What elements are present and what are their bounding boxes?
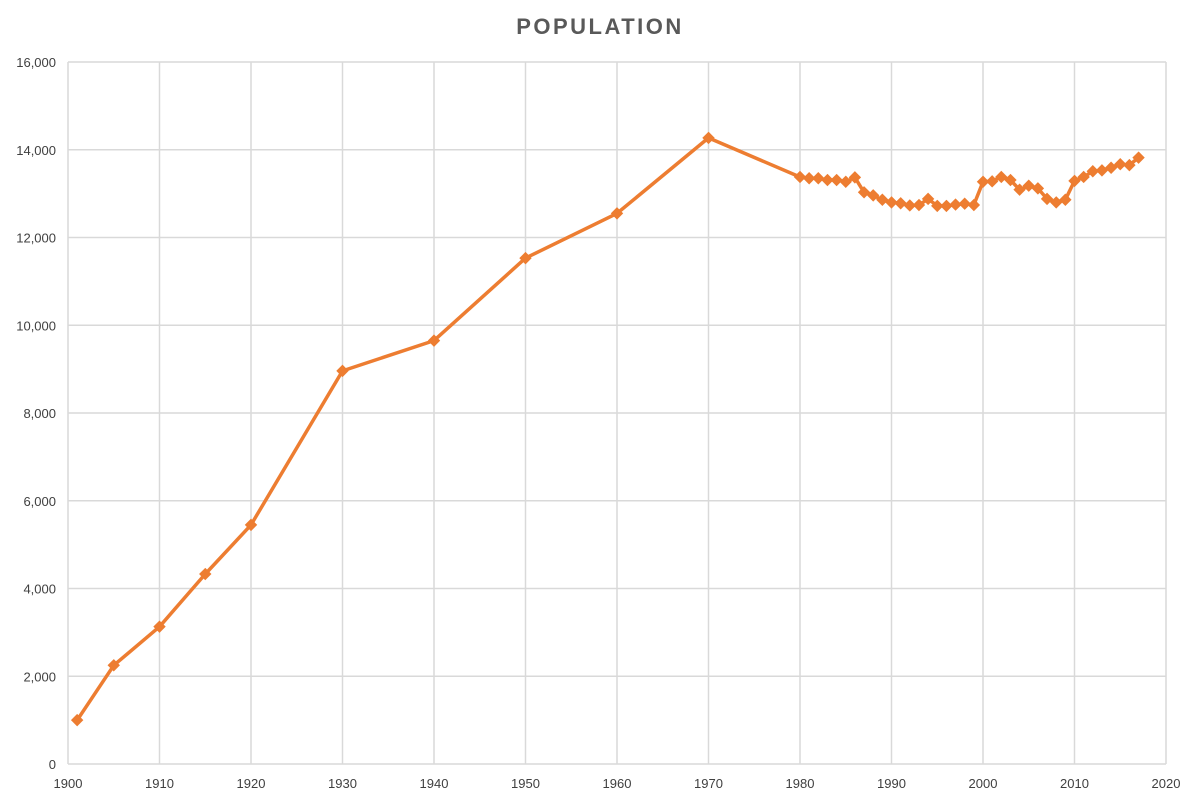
- data-point-marker: [1077, 170, 1090, 184]
- data-point-marker: [802, 172, 816, 185]
- data-point-marker: [866, 189, 880, 202]
- data-point-marker: [894, 197, 907, 210]
- data-point-marker: [876, 193, 889, 206]
- y-tick-label: 12,000: [16, 231, 56, 246]
- grid-lines: [67, 61, 1167, 765]
- data-point-marker: [812, 172, 825, 185]
- data-point-marker: [702, 131, 715, 145]
- data-point-marker: [519, 251, 532, 265]
- data-point-marker: [1123, 158, 1136, 172]
- y-tick-label: 14,000: [16, 143, 56, 158]
- data-point-marker: [931, 199, 944, 213]
- data-point-marker: [1104, 161, 1118, 174]
- chart-title: POPULATION: [516, 14, 684, 39]
- data-point-marker: [336, 364, 349, 378]
- y-axis-ticks: 0 2,000 4,000 6,000 8,000 10,000 12,000 14,000 1…: [16, 55, 56, 772]
- data-point-marker: [857, 186, 871, 199]
- series-line: [75, 136, 1141, 722]
- y-tick-label: 0: [49, 757, 56, 772]
- data-point-marker: [1013, 183, 1026, 196]
- data-point-marker: [1068, 174, 1081, 188]
- y-tick-label: 4,000: [23, 582, 56, 597]
- data-point-marker: [940, 199, 953, 213]
- data-point-marker: [995, 170, 1008, 184]
- data-point-marker: [1086, 165, 1100, 178]
- data-point-marker: [976, 175, 990, 188]
- data-point-marker: [1040, 192, 1054, 206]
- data-point-marker: [1022, 179, 1035, 192]
- data-point-marker: [1132, 151, 1145, 164]
- y-tick-label: 2,000: [23, 669, 56, 684]
- data-point-marker: [1059, 193, 1072, 206]
- data-point-marker: [885, 196, 898, 209]
- data-point-marker: [830, 173, 843, 187]
- x-tick-label: 1900: [54, 776, 83, 791]
- data-point-marker: [903, 199, 917, 212]
- x-tick-label: 1930: [328, 776, 357, 791]
- x-tick-label: 1920: [237, 776, 266, 791]
- x-tick-label: 2010: [1060, 776, 1089, 791]
- data-point-marker: [70, 713, 84, 727]
- data-point-marker: [427, 334, 441, 347]
- x-tick-label: 1910: [145, 776, 174, 791]
- y-tick-label: 16,000: [16, 55, 56, 70]
- data-point-marker: [1114, 158, 1127, 171]
- data-point-marker: [967, 198, 981, 212]
- x-tick-label: 1970: [694, 776, 723, 791]
- data-point-marker: [107, 659, 120, 672]
- data-point-marker: [1031, 182, 1045, 195]
- data-point-marker: [199, 567, 212, 581]
- x-tick-label: 2000: [969, 776, 998, 791]
- data-point-marker: [1049, 196, 1063, 209]
- x-tick-label: 2020: [1152, 776, 1181, 791]
- data-point-marker: [244, 518, 258, 532]
- data-point-marker: [921, 192, 935, 206]
- data-point-marker: [949, 198, 962, 211]
- x-tick-label: 1940: [420, 776, 449, 791]
- x-tick-label: 1980: [786, 776, 815, 791]
- x-tick-label: 1950: [511, 776, 540, 791]
- data-point-marker: [848, 171, 862, 184]
- series-population: [70, 131, 1145, 727]
- x-tick-label: 1960: [603, 776, 632, 791]
- y-tick-label: 8,000: [23, 406, 56, 421]
- x-tick-label: 1990: [877, 776, 906, 791]
- y-tick-label: 10,000: [16, 318, 56, 333]
- data-point-marker: [793, 170, 807, 184]
- data-point-marker: [610, 207, 624, 220]
- data-point-marker: [912, 198, 926, 212]
- x-axis-ticks: 1900 1910 1920 1930 1940 1950 1960 1970 1980 1990…: [54, 776, 1181, 791]
- data-point-marker: [153, 620, 166, 633]
- data-point-marker: [821, 173, 834, 187]
- data-point-marker: [958, 197, 971, 210]
- y-tick-label: 6,000: [23, 494, 56, 509]
- data-point-marker: [839, 175, 852, 188]
- data-point-marker: [985, 175, 999, 188]
- data-point-marker: [1004, 173, 1017, 187]
- data-point-marker: [1095, 164, 1109, 177]
